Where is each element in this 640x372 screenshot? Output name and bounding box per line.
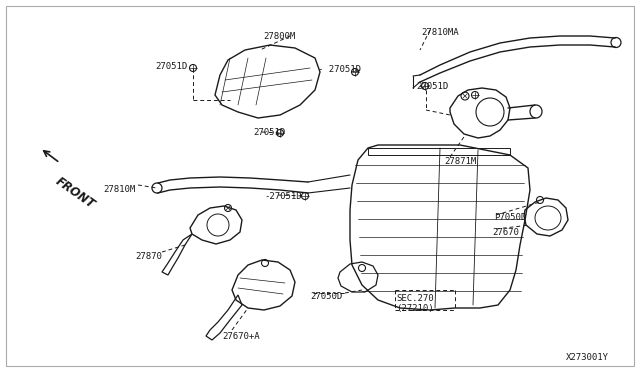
Text: 27670: 27670 (492, 228, 519, 237)
Text: X273001Y: X273001Y (566, 353, 609, 362)
Text: FRONT: FRONT (53, 175, 97, 211)
Text: 27051D: 27051D (416, 82, 448, 91)
Text: 27810M: 27810M (103, 185, 135, 194)
Text: P7050D: P7050D (494, 213, 526, 222)
Text: -27051D: -27051D (264, 192, 301, 201)
Circle shape (351, 68, 358, 76)
Text: 27050D: 27050D (310, 292, 342, 301)
Circle shape (189, 64, 196, 71)
Text: 27051D: 27051D (155, 62, 188, 71)
Text: (27210): (27210) (396, 304, 434, 313)
Circle shape (276, 129, 284, 137)
Text: SEC.270: SEC.270 (396, 294, 434, 303)
Text: 27800M: 27800M (263, 32, 295, 41)
Circle shape (472, 92, 479, 99)
Text: 27051D: 27051D (253, 128, 285, 137)
Text: 27871M: 27871M (444, 157, 476, 166)
Text: 27870: 27870 (135, 252, 162, 261)
Text: 27810MA: 27810MA (421, 28, 459, 37)
Circle shape (422, 83, 429, 90)
Text: - 27051D: - 27051D (318, 65, 361, 74)
Circle shape (301, 192, 308, 199)
Text: 27670+A: 27670+A (222, 332, 260, 341)
